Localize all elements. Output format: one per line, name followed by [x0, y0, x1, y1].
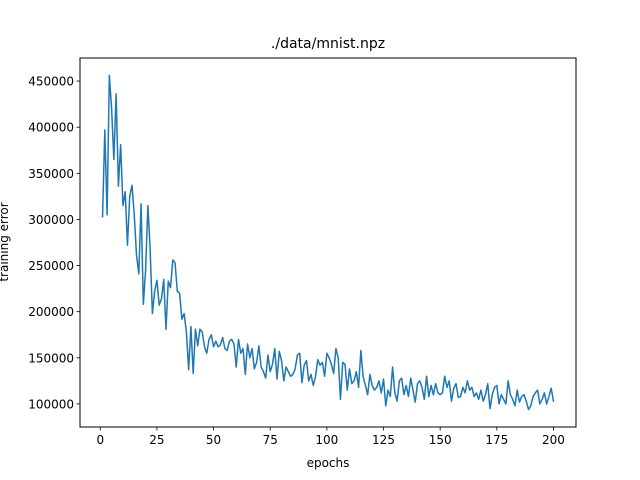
- x-tick-label: 75: [263, 433, 278, 447]
- x-tick-label: 200: [542, 433, 565, 447]
- x-axis: 0 25 50 75 100 125 150 175 200: [96, 427, 565, 447]
- y-tick-label: 250000: [28, 259, 74, 273]
- y-tick-label: 200000: [28, 305, 74, 319]
- x-tick-label: 175: [485, 433, 508, 447]
- y-tick-label: 300000: [28, 213, 74, 227]
- series-layer: [101, 74, 555, 411]
- y-tick-label: 450000: [28, 75, 74, 89]
- x-tick-label: 50: [206, 433, 221, 447]
- x-axis-label: epochs: [307, 456, 350, 470]
- x-tick-label: 125: [372, 433, 395, 447]
- axes-frame: [79, 57, 577, 428]
- y-tick-label: 400000: [28, 121, 74, 135]
- y-tick-label: 100000: [28, 397, 74, 411]
- y-axis-label: training error: [0, 202, 11, 281]
- x-tick-label: 150: [429, 433, 452, 447]
- y-tick-label: 350000: [28, 167, 74, 181]
- y-tick-label: 150000: [28, 351, 74, 365]
- y-axis: 100000 150000 200000 250000 300000 350000 4000…: [28, 75, 80, 411]
- series-line-0: [101, 74, 555, 411]
- x-tick-label: 0: [96, 433, 104, 447]
- x-tick-label: 25: [149, 433, 164, 447]
- x-tick-label: 100: [315, 433, 338, 447]
- plot-area: [79, 57, 577, 428]
- chart-title: ./data/mnist.npz: [271, 36, 385, 52]
